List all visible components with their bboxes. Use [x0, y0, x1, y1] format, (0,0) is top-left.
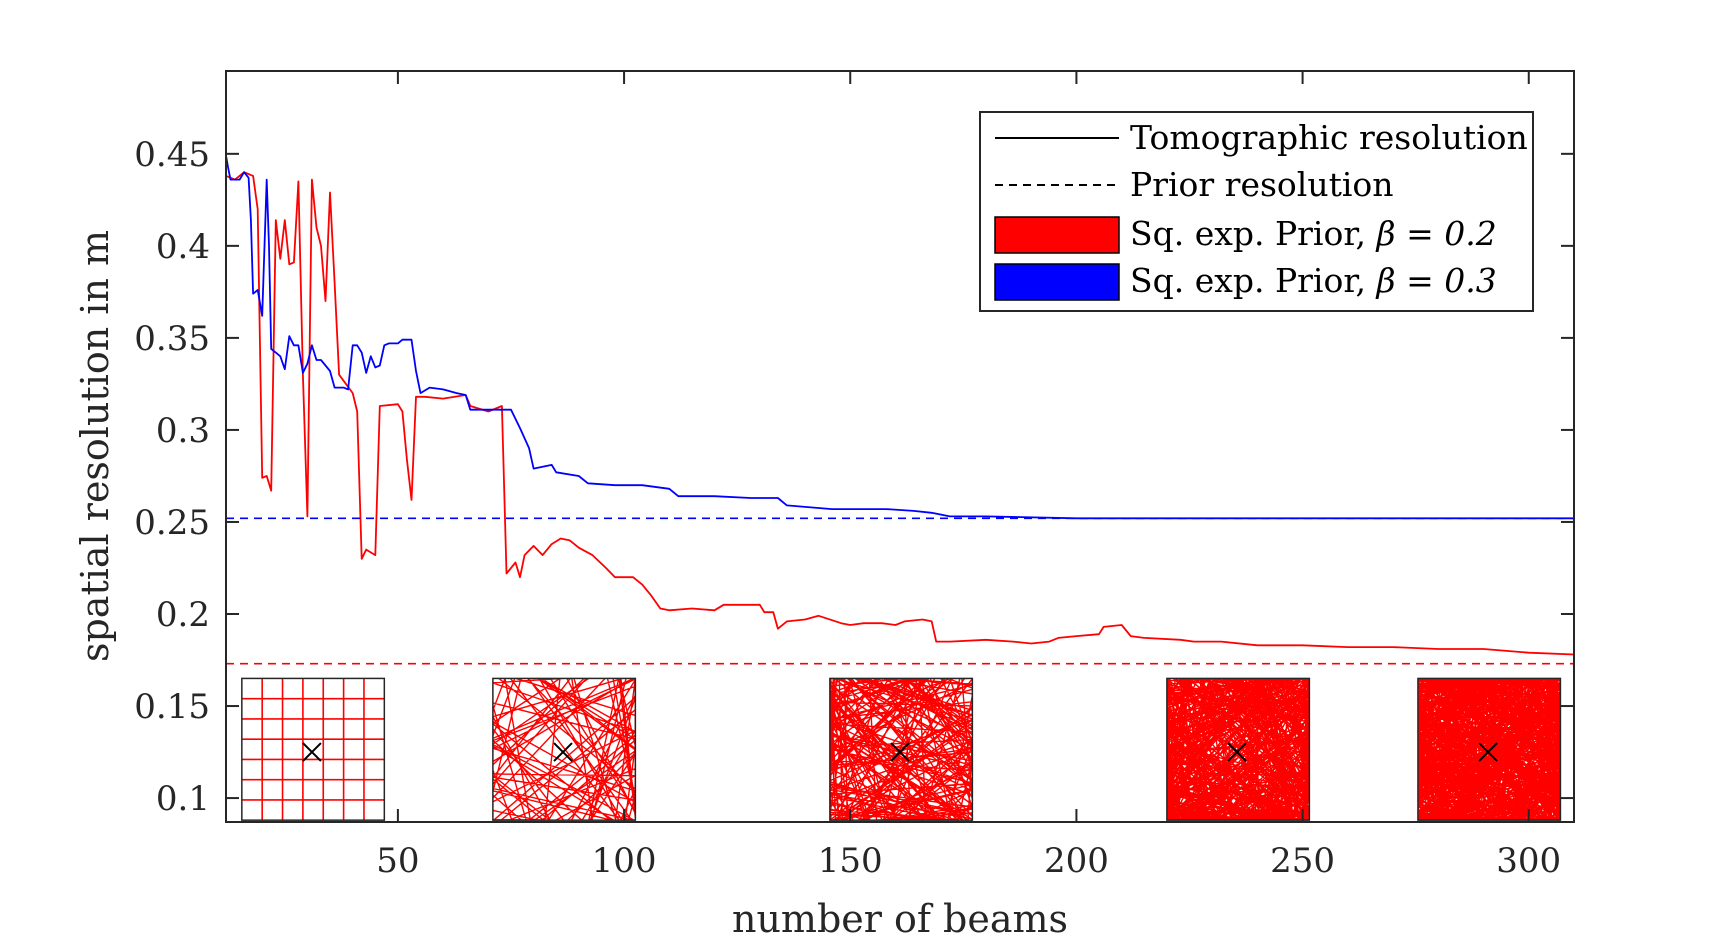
y-tick-label: 0.1	[156, 779, 210, 819]
y-tick-label: 0.4	[156, 227, 210, 267]
y-tick-label: 0.3	[156, 411, 210, 451]
y-axis-title: spatial resolution in m	[73, 230, 117, 662]
beam-inset-3	[1166, 677, 1311, 821]
legend-label-beta02-text: Sq. exp. Prior,	[1130, 214, 1377, 253]
beam-inset-marker-3	[1227, 742, 1247, 762]
beam-inset-frame-2	[829, 677, 974, 821]
legend-label-beta03-text: Sq. exp. Prior,	[1130, 261, 1377, 300]
beam-inset-lines-3	[1166, 678, 1310, 821]
beam-inset-bg-0	[241, 678, 385, 821]
beam-inset-lines-4	[1417, 678, 1561, 821]
beam-lines	[492, 678, 636, 821]
x-axis-title: number of beams	[732, 897, 1068, 938]
x-tick-label: 250	[1270, 841, 1335, 881]
y-tick-label: 0.35	[134, 319, 210, 359]
tick-layer: 50 100 150 200 250 300 0.1 0.15 0.2 0.25 0.3 0.35 0.…	[134, 71, 1574, 881]
inset-layer	[241, 677, 1562, 821]
beam-inset-0	[241, 677, 386, 821]
beam-inset-marker-4	[1478, 742, 1498, 762]
beam-inset-marker-2	[890, 742, 910, 762]
legend-patch-beta03	[994, 263, 1120, 301]
legend-label-tomographic: Tomographic resolution	[1130, 118, 1528, 157]
beam-inset-lines-1	[492, 678, 636, 821]
y-tick-label: 0.25	[134, 503, 210, 543]
beam-inset-frame-4	[1417, 677, 1562, 821]
beam-inset-marker-0	[302, 742, 322, 762]
y-tick-label: 0.2	[156, 595, 210, 635]
legend-label-prior: Prior resolution	[1130, 165, 1394, 204]
beam-inset-1	[492, 677, 637, 821]
beam-inset-frame-0	[241, 677, 386, 821]
legend-label-beta03: Sq. exp. Prior, β = 0.3	[1130, 261, 1497, 300]
x-tick-label: 150	[818, 841, 883, 881]
y-tick-label: 0.15	[134, 687, 210, 727]
beam-inset-2	[829, 677, 974, 821]
beam-inset-4	[1417, 677, 1562, 821]
legend-patch-beta02	[994, 216, 1120, 254]
legend: Tomographic resolution Prior resolution …	[979, 111, 1534, 312]
series-line-1	[226, 155, 1574, 520]
plot-frame	[225, 70, 1575, 823]
beam-inset-frame-3	[1166, 677, 1311, 821]
series-line-0	[226, 171, 1574, 656]
series-layer	[226, 155, 1574, 665]
x-tick-label: 200	[1044, 841, 1109, 881]
y-tick-label: 0.45	[134, 135, 210, 175]
beam-inset-lines-0	[241, 678, 385, 821]
beam-lines	[1417, 678, 1561, 821]
x-tick-label: 300	[1496, 841, 1561, 881]
legend-label-beta03-math: β = 0.3	[1375, 261, 1497, 300]
beam-lines	[1166, 678, 1310, 821]
beam-inset-frame-1	[492, 677, 637, 821]
x-tick-label: 100	[592, 841, 657, 881]
legend-label-beta02-math: β = 0.2	[1375, 214, 1497, 253]
x-tick-label: 50	[376, 841, 419, 881]
legend-label-beta02: Sq. exp. Prior, β = 0.2	[1130, 214, 1497, 253]
beam-inset-marker-1	[553, 742, 573, 762]
